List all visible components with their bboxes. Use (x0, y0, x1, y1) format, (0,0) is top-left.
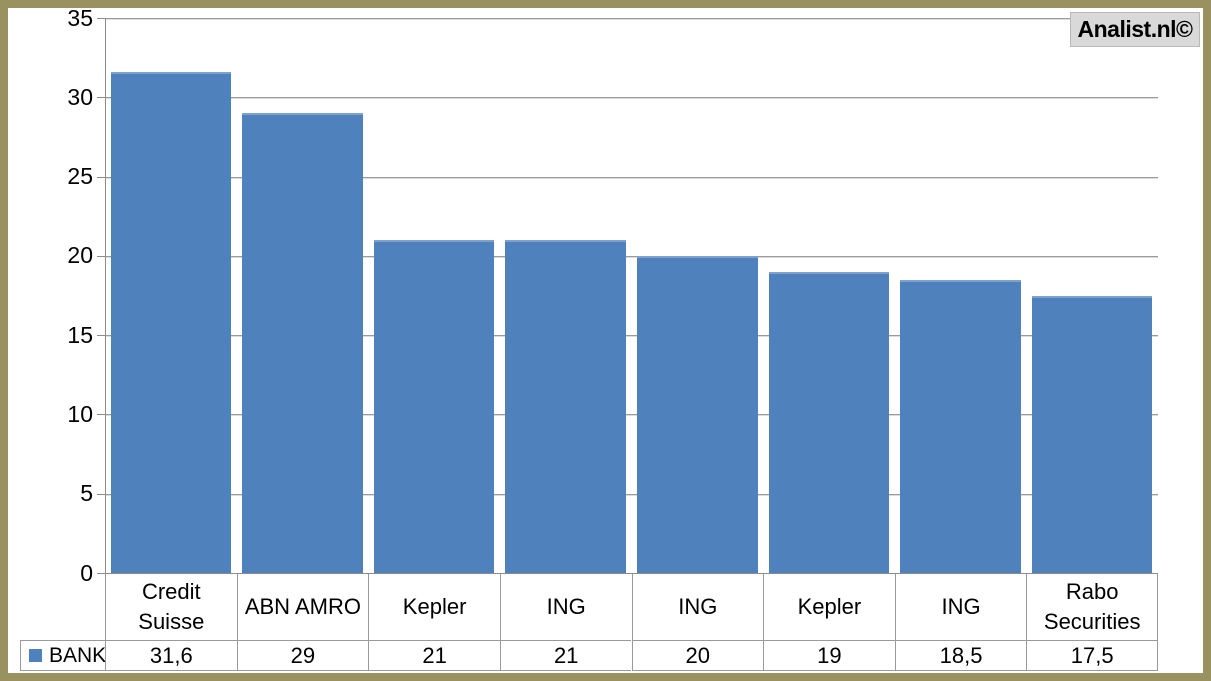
value-cell: 19 (763, 640, 895, 671)
y-tick-mark (97, 414, 105, 416)
value-cell: 17,5 (1026, 640, 1158, 671)
y-tick-mark (97, 176, 105, 178)
y-tick-label: 10 (67, 400, 93, 427)
y-tick-label: 15 (67, 321, 93, 348)
bar-4 (637, 255, 758, 573)
y-tick-mark (97, 493, 105, 495)
category-cell: ING (894, 574, 1027, 640)
category-cell: Credit Suisse (105, 574, 237, 640)
gridline (105, 335, 1158, 337)
y-tick-mark (97, 335, 105, 337)
y-tick-label: 35 (67, 8, 93, 31)
legend-cell: BANK (20, 640, 107, 671)
watermark-badge: Analist.nl© (1070, 12, 1200, 47)
category-cell: ING (631, 574, 764, 640)
value-cell: 31,6 (105, 640, 237, 671)
y-tick-label: 5 (80, 480, 93, 507)
y-tick-label: 20 (67, 242, 93, 269)
gridline (105, 97, 1158, 99)
legend-color-swatch (29, 649, 42, 662)
gridline (105, 176, 1158, 178)
category-cell: Kepler (763, 574, 895, 640)
y-tick-label: 30 (67, 83, 93, 110)
category-cell: Kepler (368, 574, 500, 640)
category-cell: ING (499, 574, 632, 640)
value-cell: 21 (368, 640, 500, 671)
value-cell: 21 (499, 640, 632, 671)
y-axis-line (105, 18, 106, 573)
bar-3 (505, 240, 626, 573)
gridline (105, 18, 1158, 19)
y-tick-mark (97, 255, 105, 257)
chart-canvas: Analist.nl© 0 5 10 15 20 25 30 35 BANK Credit S… (8, 8, 1203, 673)
y-tick-mark (97, 573, 105, 574)
category-cell: ABN AMRO (236, 574, 369, 640)
gridline (105, 255, 1158, 257)
bar-6 (900, 279, 1021, 573)
gridline (105, 414, 1158, 416)
gridline (105, 493, 1158, 495)
y-tick-mark (97, 18, 105, 19)
y-tick-mark (97, 97, 105, 99)
value-cell: 18,5 (894, 640, 1027, 671)
bar-7 (1031, 295, 1153, 573)
value-cell: 29 (236, 640, 369, 671)
value-cell: 20 (631, 640, 764, 671)
y-tick-label: 25 (67, 163, 93, 190)
legend-series-label: BANK (49, 643, 107, 667)
bar-0 (110, 71, 232, 573)
bar-5 (768, 271, 890, 573)
x-axis-line (105, 573, 1158, 574)
category-cell: Rabo Securities (1026, 574, 1158, 640)
bar-1 (242, 113, 363, 573)
bar-2 (373, 240, 495, 573)
y-tick-label: 0 (80, 559, 93, 586)
